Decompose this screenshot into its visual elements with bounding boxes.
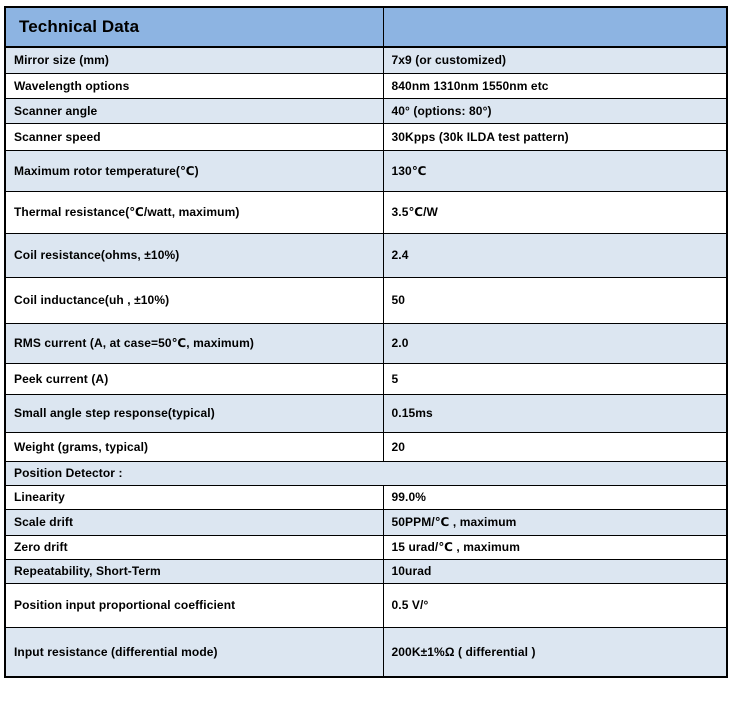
spec-value: 40° (options: 80°) bbox=[382, 97, 728, 124]
table-row: Linearity 99.0% bbox=[4, 484, 728, 510]
table-row: Weight (grams, typical) 20 bbox=[4, 431, 728, 462]
spec-label: Scale drift bbox=[4, 508, 384, 536]
spec-value: 50PPM/℃ , maximum bbox=[382, 508, 728, 536]
table-row: Maximum rotor temperature(℃) 130℃ bbox=[4, 149, 728, 192]
header-value-cell bbox=[382, 6, 728, 48]
technical-data-table: Technical Data Mirror size (mm) 7x9 (or … bbox=[4, 6, 728, 678]
spec-value: 3.5℃/W bbox=[382, 190, 728, 234]
table-row: Coil resistance(ohms, ±10%) 2.4 bbox=[4, 232, 728, 278]
spec-label: Maximum rotor temperature(℃) bbox=[4, 149, 384, 192]
spec-label: Zero drift bbox=[4, 534, 384, 560]
spec-value: 10urad bbox=[382, 558, 728, 584]
table-row: Scanner angle 40° (options: 80°) bbox=[4, 97, 728, 124]
spec-label: Mirror size (mm) bbox=[4, 46, 384, 74]
page-title: Technical Data bbox=[4, 6, 384, 48]
spec-value: 840nm 1310nm 1550nm etc bbox=[382, 72, 728, 99]
spec-label: Scanner angle bbox=[4, 97, 384, 124]
spec-value: 5 bbox=[382, 362, 728, 395]
table-row: Mirror size (mm) 7x9 (or customized) bbox=[4, 46, 728, 74]
spec-label: Repeatability, Short-Term bbox=[4, 558, 384, 584]
table-row: Wavelength options 840nm 1310nm 1550nm e… bbox=[4, 72, 728, 99]
table-row: Input resistance (differential mode) 200… bbox=[4, 626, 728, 678]
table-row: Coil inductance(uh , ±10%) 50 bbox=[4, 276, 728, 324]
page: Technical Data Mirror size (mm) 7x9 (or … bbox=[4, 6, 728, 678]
spec-value: 99.0% bbox=[382, 484, 728, 510]
spec-value: 0.15ms bbox=[382, 393, 728, 433]
spec-label: RMS current (A, at case=50℃, maximum) bbox=[4, 322, 384, 364]
table-row: Position input proportional coefficient … bbox=[4, 582, 728, 628]
table-row: Small angle step response(typical) 0.15m… bbox=[4, 393, 728, 433]
spec-label: Weight (grams, typical) bbox=[4, 431, 384, 462]
spec-label: Peek current (A) bbox=[4, 362, 384, 395]
spec-value: 0.5 V/° bbox=[382, 582, 728, 628]
spec-value: 50 bbox=[382, 276, 728, 324]
spec-label: Thermal resistance(℃/watt, maximum) bbox=[4, 190, 384, 234]
spec-label: Scanner speed bbox=[4, 122, 384, 151]
spec-value: 20 bbox=[382, 431, 728, 462]
spec-value: 200K±1%Ω ( differential ) bbox=[382, 626, 728, 678]
spec-label: Position input proportional coefficient bbox=[4, 582, 384, 628]
spec-label: Coil inductance(uh , ±10%) bbox=[4, 276, 384, 324]
spec-value: 7x9 (or customized) bbox=[382, 46, 728, 74]
table-row: Scanner speed 30Kpps (30k ILDA test patt… bbox=[4, 122, 728, 151]
table-row: Peek current (A) 5 bbox=[4, 362, 728, 395]
spec-label: Small angle step response(typical) bbox=[4, 393, 384, 433]
spec-label: Input resistance (differential mode) bbox=[4, 626, 384, 678]
table-row: RMS current (A, at case=50℃, maximum) 2.… bbox=[4, 322, 728, 364]
spec-label: Linearity bbox=[4, 484, 384, 510]
spec-value: 2.4 bbox=[382, 232, 728, 278]
spec-value: 130℃ bbox=[382, 149, 728, 192]
section-title: Position Detector : bbox=[4, 460, 728, 486]
spec-value: 2.0 bbox=[382, 322, 728, 364]
table-row: Zero drift 15 urad/℃ , maximum bbox=[4, 534, 728, 560]
header-row: Technical Data bbox=[4, 6, 728, 48]
spec-label: Coil resistance(ohms, ±10%) bbox=[4, 232, 384, 278]
table-row: Scale drift 50PPM/℃ , maximum bbox=[4, 508, 728, 536]
table-row: Repeatability, Short-Term 10urad bbox=[4, 558, 728, 584]
spec-value: 30Kpps (30k ILDA test pattern) bbox=[382, 122, 728, 151]
section-row: Position Detector : bbox=[4, 460, 728, 486]
table-row: Thermal resistance(℃/watt, maximum) 3.5℃… bbox=[4, 190, 728, 234]
spec-label: Wavelength options bbox=[4, 72, 384, 99]
spec-value: 15 urad/℃ , maximum bbox=[382, 534, 728, 560]
